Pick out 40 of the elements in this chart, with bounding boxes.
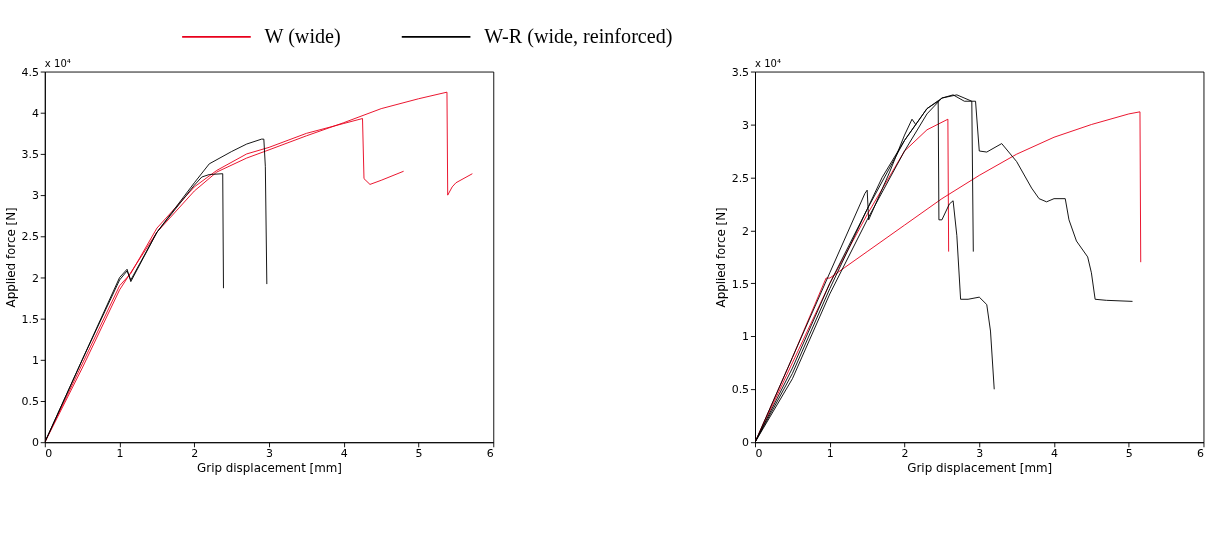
text: x 10⁴ — [44, 58, 71, 69]
y-tick-label: 4 — [31, 106, 39, 120]
y-tick-label: 3.5 — [731, 65, 750, 79]
y-axis-title: Applied force [N] — [4, 207, 19, 308]
legend-label: W-R (wide, reinforced) — [484, 25, 673, 49]
x-tick-label: 3 — [266, 447, 274, 461]
y-tick-label: 0 — [31, 436, 39, 450]
y-tick-label: 2 — [742, 224, 750, 238]
y-tick-label: 3 — [742, 118, 750, 132]
y-tick-label: 3.5 — [21, 148, 39, 162]
y-tick-label: 1.5 — [731, 277, 750, 291]
y-tick-label: 0.5 — [21, 395, 39, 409]
x-tick-label: 6 — [486, 447, 494, 461]
x-axis-title: Grip displacement [mm] — [907, 460, 1053, 475]
x-tick-label: 1 — [826, 447, 834, 461]
text: x 10⁴ — [755, 58, 782, 69]
x-tick-label: 0 — [755, 447, 763, 461]
y-tick-label: 0 — [742, 436, 750, 450]
y-tick-label: 1 — [31, 353, 39, 367]
y-tick-label: 1 — [742, 330, 750, 344]
y-tick-label: 1.5 — [21, 312, 39, 326]
y-tick-label: 3 — [31, 189, 39, 203]
y-tick-label: 2.5 — [731, 171, 750, 185]
y-tick-label: 4.5 — [21, 65, 39, 79]
x-tick-label: 2 — [191, 447, 199, 461]
legend-label: W (wide) — [264, 25, 341, 49]
y-axis-title: Applied force [N] — [714, 207, 729, 308]
x-axis-title: Grip displacement [mm] — [197, 460, 342, 475]
y-tick-label: 2 — [31, 271, 39, 285]
x-tick-label: 6 — [1196, 447, 1204, 461]
x-tick-label: 4 — [340, 447, 348, 461]
x-tick-label: 1 — [116, 447, 124, 461]
x-tick-label: 3 — [976, 447, 984, 461]
y-tick-label: 2.5 — [21, 230, 39, 244]
x-tick-label: 5 — [415, 447, 423, 461]
x-tick-label: 2 — [901, 447, 909, 461]
y-tick-label: 0.5 — [731, 383, 750, 397]
x-tick-label: 0 — [45, 447, 53, 461]
x-tick-label: 5 — [1125, 447, 1133, 461]
x-tick-label: 4 — [1050, 447, 1058, 461]
